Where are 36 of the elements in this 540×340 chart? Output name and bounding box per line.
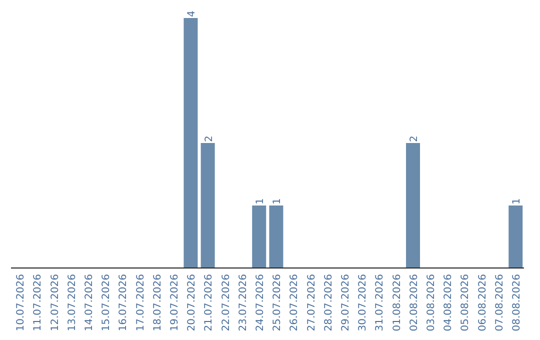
x-tick-label: 20.07.2026 (186, 274, 198, 332)
x-tick-label: 21.07.2026 (204, 274, 215, 332)
x-tick-label: 13.07.2026 (66, 274, 78, 332)
x-tick-label: 18.07.2026 (152, 274, 164, 332)
x-tick-label: 04.08.2026 (443, 274, 454, 332)
x-tick-label: 15.07.2026 (101, 274, 112, 332)
data-label: 1 (272, 198, 284, 204)
x-tick-label: 31.07.2026 (374, 274, 386, 332)
data-label: 1 (255, 198, 266, 204)
x-tick-label: 25.07.2026 (272, 274, 284, 332)
x-tick-label: 26.07.2026 (289, 274, 300, 332)
x-tick-label: 28.07.2026 (323, 274, 334, 332)
data-label: 4 (186, 10, 198, 17)
x-tick-label: 17.07.2026 (135, 274, 146, 332)
x-tick-label: 05.08.2026 (460, 274, 472, 332)
x-tick-label: 24.07.2026 (254, 274, 266, 332)
x-tick-label: 29.07.2026 (340, 274, 352, 332)
x-tick-label: 30.07.2026 (358, 274, 369, 332)
data-label: 2 (409, 136, 420, 142)
x-tick-label: 03.08.2026 (426, 274, 437, 332)
x-tick-label: 19.07.2026 (169, 274, 180, 332)
x-tick-label: 02.08.2026 (408, 274, 420, 332)
x-tick-label: 12.07.2026 (50, 274, 61, 332)
data-label: 2 (204, 136, 215, 142)
x-tick-label: 14.07.2026 (84, 274, 95, 332)
x-tick-label: 23.07.2026 (238, 274, 249, 332)
x-tick-label: 27.07.2026 (306, 274, 318, 332)
data-label: 1 (512, 198, 523, 204)
x-tick-label: 22.07.2026 (220, 274, 232, 332)
x-tick-label: 16.07.2026 (118, 274, 130, 332)
x-tick-label: 01.08.2026 (392, 274, 403, 332)
x-tick-label: 11.07.2026 (32, 274, 44, 332)
x-tick-label: 08.08.2026 (511, 274, 522, 332)
x-tick-label: 06.08.2026 (477, 274, 488, 332)
x-tick-label: 07.08.2026 (494, 274, 506, 332)
x-tick-label: 10.07.2026 (16, 274, 27, 332)
